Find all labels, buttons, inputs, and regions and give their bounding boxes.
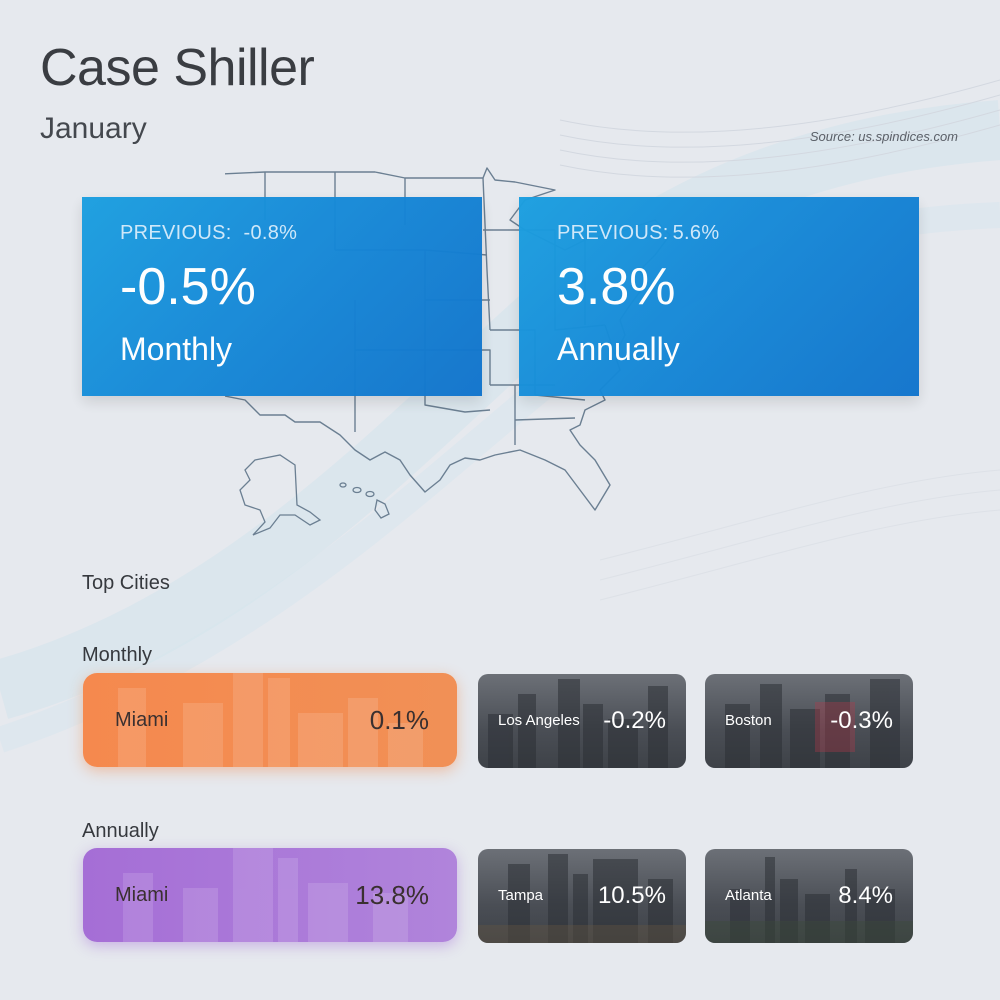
previous-value: 5.6% <box>672 222 720 244</box>
top-cities-heading: Top Cities <box>82 572 170 594</box>
skyline-image <box>705 857 913 943</box>
city-value: 10.5% <box>597 882 666 909</box>
previous-label: PREVIOUS: -0.8% <box>120 222 297 245</box>
annually-section-label: Annually <box>82 820 159 842</box>
monthly-section-label: Monthly <box>82 644 153 666</box>
previous-label: PREVIOUS: 5.6% <box>557 222 719 245</box>
city-name: Miami <box>115 884 169 906</box>
city-value: 13.8% <box>355 880 429 910</box>
annual-period-label: Annually <box>557 331 680 367</box>
city-value: -0.3% <box>830 707 893 734</box>
monthly-period-label: Monthly <box>120 331 233 367</box>
city-card-monthly-miami: Miami 0.1% <box>83 673 457 767</box>
skyline-image <box>118 673 423 767</box>
city-value: -0.2% <box>603 707 666 734</box>
page-subtitle: January <box>40 112 147 145</box>
annual-value: 3.8% <box>557 258 676 316</box>
city-card-annual-miami: Miami 13.8% <box>83 848 457 942</box>
city-value: 8.4% <box>838 882 893 909</box>
skyline-image <box>123 848 408 942</box>
city-card-annual-atlanta: Atlanta 8.4% <box>705 849 913 943</box>
source-note: Source: us.spindices.com <box>809 129 958 144</box>
previous-label-text: PREVIOUS: <box>557 222 669 244</box>
city-value: 0.1% <box>369 705 429 735</box>
skyline-image <box>488 679 668 768</box>
city-name: Tampa <box>498 887 544 904</box>
skyline-image <box>478 854 686 943</box>
city-name: Boston <box>725 712 772 729</box>
monthly-stat-card: PREVIOUS: -0.8% -0.5% Monthly <box>82 197 482 396</box>
annual-stat-card: PREVIOUS: 5.6% 3.8% Annually <box>519 197 919 396</box>
city-name: Los Angeles <box>498 712 580 729</box>
city-card-monthly-los-angeles: Los Angeles -0.2% <box>478 674 686 768</box>
city-name: Miami <box>115 709 169 731</box>
page-title: Case Shiller <box>40 39 315 97</box>
monthly-value: -0.5% <box>120 258 256 316</box>
city-name: Atlanta <box>725 887 772 904</box>
skyline-image <box>725 679 900 768</box>
city-card-monthly-boston: Boston -0.3% <box>705 674 913 768</box>
previous-label-text: PREVIOUS: <box>120 222 232 244</box>
city-card-annual-tampa: Tampa 10.5% <box>478 849 686 943</box>
previous-value: -0.8% <box>243 222 298 244</box>
